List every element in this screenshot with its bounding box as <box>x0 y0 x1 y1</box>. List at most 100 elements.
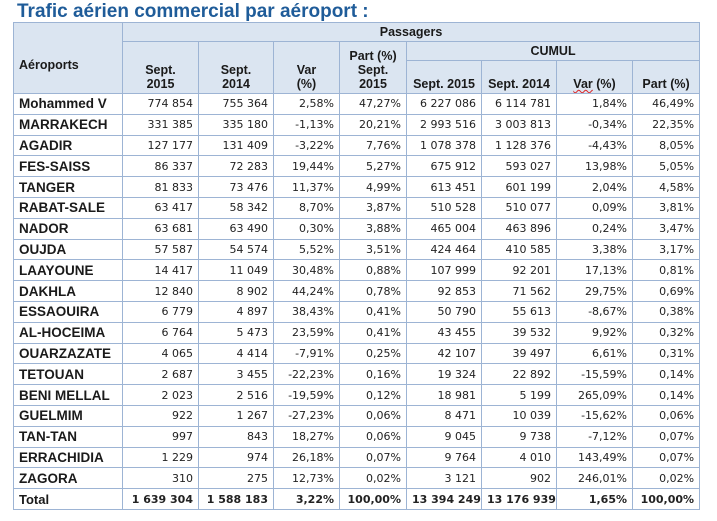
cumul-sept-2014: 3 003 813 <box>481 113 557 136</box>
cumul-sept-2014: 55 613 <box>481 300 557 323</box>
var-percent: 30,48% <box>273 259 340 282</box>
cumul-sept-2014: 410 585 <box>481 238 557 261</box>
cumul-part-percent: 4,58% <box>631 176 701 198</box>
cumul-sept-2014: 601 199 <box>481 176 557 198</box>
cumul-var-percent: 0,09% <box>556 196 633 219</box>
cumul-part-percent: 0,69% <box>631 280 701 302</box>
cumul-var-percent: 265,09% <box>556 384 633 406</box>
header-var-line2: (%) <box>296 77 317 91</box>
table-row: OUARZAZATE 4 065 4 414 -7,91% 0,25% 42 107 39 … <box>13 342 701 365</box>
cumul-var-percent: 246,01% <box>556 467 633 490</box>
table-row: FES-SAISS 86 337 72 283 19,44% 5,27% 675 912 5… <box>13 155 701 178</box>
table-row: MARRAKECH 331 385 335 180 -1,13% 20,21% 2 993… <box>13 113 701 136</box>
part-percent: 0,78% <box>339 280 407 302</box>
passengers-sept-2014: 54 574 <box>198 238 274 261</box>
header-airports: Aéroports <box>13 22 123 94</box>
airport-name: BENI MELLAL <box>13 384 123 406</box>
cumul-sept-2015: 2 993 516 <box>406 113 482 136</box>
cumul-sept-2015: 1 078 378 <box>406 134 482 157</box>
part-percent: 0,02% <box>339 467 407 490</box>
var-percent: 18,27% <box>273 425 340 448</box>
cumul-var-percent: 3,38% <box>556 238 633 261</box>
cumul-sept-2015: 8 471 <box>406 404 482 427</box>
cumul-part-percent: 5,05% <box>631 155 701 178</box>
var-percent: 3,22% <box>273 488 340 510</box>
cumul-sept-2015: 18 981 <box>406 384 482 406</box>
cumul-var-percent: -15,59% <box>556 363 633 386</box>
part-percent: 20,21% <box>339 113 407 136</box>
header-cumul-sept-2015: Sept. 2015 <box>406 60 482 94</box>
cumul-part-percent: 8,05% <box>631 134 701 157</box>
passengers-sept-2014: 11 049 <box>198 259 274 282</box>
part-percent: 0,06% <box>339 425 407 448</box>
passengers-sept-2015: 922 <box>122 404 199 427</box>
cumul-sept-2014: 13 176 939 <box>481 488 557 510</box>
passengers-sept-2014: 73 476 <box>198 176 274 198</box>
cumul-var-percent: 1,65% <box>556 488 633 510</box>
table-row: ESSAOUIRA 6 779 4 897 38,43% 0,41% 50 790 55 6… <box>13 300 701 323</box>
cumul-sept-2015: 465 004 <box>406 217 482 240</box>
header-part-line1: Part (%) <box>349 49 397 63</box>
cumul-part-percent: 3,81% <box>631 196 701 219</box>
cumul-sept-2014: 510 077 <box>481 196 557 219</box>
cumul-var-percent: 1,84% <box>556 93 633 115</box>
header-part: Part (%) Sept. 2015 <box>339 41 407 94</box>
passengers-sept-2014: 4 897 <box>198 300 274 323</box>
cumul-part-percent: 0,14% <box>631 363 701 386</box>
var-percent: -22,23% <box>273 363 340 386</box>
var-percent: 2,58% <box>273 93 340 115</box>
passengers-sept-2014: 4 414 <box>198 342 274 365</box>
passengers-sept-2014: 8 902 <box>198 280 274 302</box>
cumul-sept-2015: 510 528 <box>406 196 482 219</box>
cumul-sept-2014: 4 010 <box>481 446 557 469</box>
cumul-part-percent: 0,06% <box>631 404 701 427</box>
cumul-sept-2014: 10 039 <box>481 404 557 427</box>
var-percent: -3,22% <box>273 134 340 157</box>
cumul-sept-2015: 19 324 <box>406 363 482 386</box>
cumul-sept-2015: 50 790 <box>406 300 482 323</box>
cumul-sept-2015: 424 464 <box>406 238 482 261</box>
cumul-sept-2014: 593 027 <box>481 155 557 178</box>
header-passagers: Passagers <box>121 22 701 42</box>
header-sept-2014: Sept. 2014 <box>198 41 274 94</box>
airport-name: ESSAOUIRA <box>13 300 123 323</box>
cumul-var-percent: 6,61% <box>556 342 633 365</box>
passengers-sept-2014: 5 473 <box>198 321 274 344</box>
cumul-var-percent: 2,04% <box>556 176 633 198</box>
cumul-sept-2015: 6 227 086 <box>406 93 482 115</box>
passengers-sept-2015: 6 764 <box>122 321 199 344</box>
cumul-var-percent: -15,62% <box>556 404 633 427</box>
airport-name: ERRACHIDIA <box>13 446 123 469</box>
airport-name: TANGER <box>13 176 123 198</box>
var-percent: 8,70% <box>273 196 340 219</box>
header-sept-2015-line1: Sept. <box>145 63 176 77</box>
airport-name: NADOR <box>13 217 123 240</box>
passengers-sept-2015: 1 639 304 <box>122 488 199 510</box>
cumul-var-percent: 9,92% <box>556 321 633 344</box>
passengers-sept-2015: 12 840 <box>122 280 199 302</box>
cumul-part-percent: 3,47% <box>631 217 701 240</box>
cumul-sept-2015: 92 853 <box>406 280 482 302</box>
var-percent: -19,59% <box>273 384 340 406</box>
cumul-part-percent: 0,32% <box>631 321 701 344</box>
part-percent: 100,00% <box>339 488 407 510</box>
table-row: Mohammed V 774 854 755 364 2,58% 47,27% 6 227… <box>13 93 701 115</box>
header-sept-2015: Sept. 2015 <box>122 41 199 94</box>
header-cumul: CUMUL <box>405 41 701 61</box>
var-percent: 0,30% <box>273 217 340 240</box>
cumul-var-percent: 17,13% <box>556 259 633 282</box>
cumul-sept-2014: 1 128 376 <box>481 134 557 157</box>
passengers-sept-2015: 997 <box>122 425 199 448</box>
airport-name: TETOUAN <box>13 363 123 386</box>
airport-name: AGADIR <box>13 134 123 157</box>
cumul-sept-2015: 42 107 <box>406 342 482 365</box>
table-row: DAKHLA 12 840 8 902 44,24% 0,78% 92 853 71 562… <box>13 280 701 302</box>
cumul-sept-2014: 5 199 <box>481 384 557 406</box>
airport-name: RABAT-SALE <box>13 196 123 219</box>
airport-name: ZAGORA <box>13 467 123 490</box>
part-percent: 0,88% <box>339 259 407 282</box>
cumul-sept-2014: 92 201 <box>481 259 557 282</box>
table-row: RABAT-SALE 63 417 58 342 8,70% 3,87% 510 528 5… <box>13 196 701 219</box>
table-row: NADOR 63 681 63 490 0,30% 3,88% 465 004 463 89… <box>13 217 701 240</box>
table-row: BENI MELLAL 2 023 2 516 -19,59% 0,12% 18 981 5… <box>13 384 701 406</box>
